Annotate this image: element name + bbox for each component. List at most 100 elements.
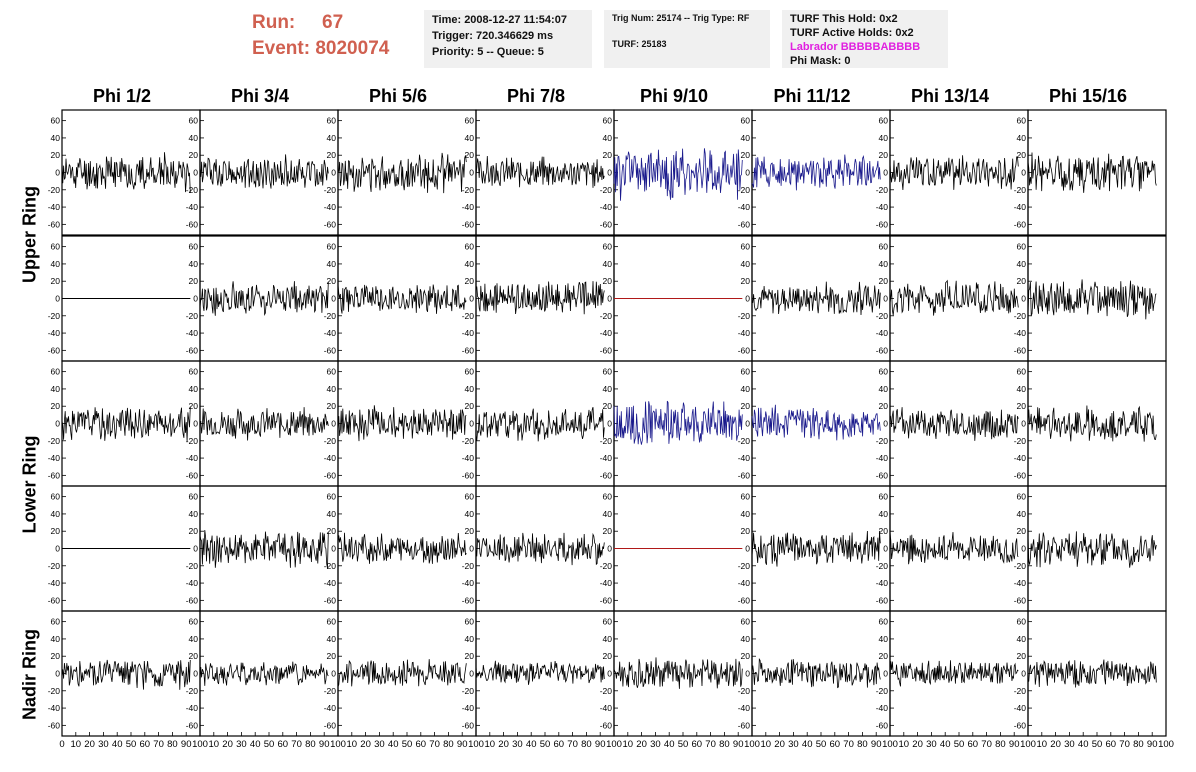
y-tick-label: 40 xyxy=(327,509,337,519)
y-tick-label: -20 xyxy=(462,185,475,195)
run-row: Run: 67 xyxy=(252,10,389,36)
x-tick-label: 10 xyxy=(899,739,910,750)
y-tick-label: 0 xyxy=(883,544,888,554)
y-tick-label: -40 xyxy=(876,202,889,212)
y-tick-label: 20 xyxy=(51,401,61,411)
y-tick-label: -20 xyxy=(876,185,889,195)
y-tick-label: -20 xyxy=(738,561,751,571)
y-tick-label: 0 xyxy=(193,669,198,679)
y-tick-label: -40 xyxy=(600,453,613,463)
y-tick-label: 40 xyxy=(465,259,475,269)
y-tick-label: -40 xyxy=(324,703,337,713)
y-tick-label: 0 xyxy=(1021,669,1026,679)
y-tick-label: 0 xyxy=(193,419,198,429)
waveform-trace xyxy=(199,281,329,316)
y-tick-label: -40 xyxy=(324,453,337,463)
y-tick-label: -40 xyxy=(1014,703,1027,713)
y-tick-label: 0 xyxy=(331,669,336,679)
y-tick-label: 40 xyxy=(51,133,61,143)
y-tick-label: -20 xyxy=(1014,185,1027,195)
y-tick-label: -20 xyxy=(186,686,199,696)
y-tick-label: -40 xyxy=(462,578,475,588)
x-tick-label: 70 xyxy=(981,739,992,750)
y-tick-label: 20 xyxy=(327,651,337,661)
trigger-info-box: Trig Num: 25174 -- Trig Type: RF TURF: 2… xyxy=(604,10,770,68)
column-header-phi-11-12: Phi 11/12 xyxy=(773,86,851,106)
y-tick-label: -20 xyxy=(324,311,337,321)
panel-frame xyxy=(889,610,1029,737)
y-tick-label: -60 xyxy=(48,720,61,730)
x-tick-label: 70 xyxy=(843,739,854,750)
x-tick-label: 80 xyxy=(857,739,868,750)
y-tick-label: 60 xyxy=(189,242,199,252)
y-tick-label: -40 xyxy=(738,202,751,212)
y-tick-label: 40 xyxy=(327,133,337,143)
y-tick-label: 40 xyxy=(327,259,337,269)
y-tick-label: 40 xyxy=(603,634,613,644)
y-tick-label: -20 xyxy=(462,311,475,321)
x-tick-label: 70 xyxy=(1119,739,1130,750)
y-tick-label: 40 xyxy=(465,509,475,519)
y-tick-label: -20 xyxy=(1014,686,1027,696)
y-tick-label: -60 xyxy=(186,720,199,730)
y-tick-label: 20 xyxy=(465,150,475,160)
y-tick-label: -20 xyxy=(1014,436,1027,446)
y-tick-label: 40 xyxy=(879,259,889,269)
y-tick-label: -60 xyxy=(462,720,475,730)
y-tick-label: 20 xyxy=(879,651,889,661)
y-tick-label: 60 xyxy=(879,242,889,252)
y-tick-label: 0 xyxy=(745,669,750,679)
y-tick-label: 40 xyxy=(1017,384,1027,394)
y-tick-label: 60 xyxy=(327,116,337,126)
y-tick-label: -40 xyxy=(876,578,889,588)
y-tick-label: 0 xyxy=(607,168,612,178)
y-tick-label: 20 xyxy=(741,401,751,411)
y-tick-label: 0 xyxy=(469,294,474,304)
x-tick-label: 80 xyxy=(719,739,730,750)
y-tick-label: -20 xyxy=(186,561,199,571)
y-tick-label: -20 xyxy=(1014,561,1027,571)
y-tick-label: 20 xyxy=(51,651,61,661)
waveform-trace xyxy=(475,281,605,315)
y-tick-label: 60 xyxy=(603,116,613,126)
y-tick-label: -60 xyxy=(1014,720,1027,730)
y-tick-label: -40 xyxy=(600,202,613,212)
y-tick-label: -40 xyxy=(462,453,475,463)
y-tick-label: 20 xyxy=(741,150,751,160)
y-tick-label: -20 xyxy=(324,561,337,571)
y-tick-label: -60 xyxy=(324,720,337,730)
waveform-trace xyxy=(337,152,467,194)
y-tick-label: -40 xyxy=(738,328,751,338)
y-tick-label: 0 xyxy=(607,294,612,304)
y-tick-label: -40 xyxy=(600,578,613,588)
y-tick-label: 60 xyxy=(603,492,613,502)
x-tick-label: 100 xyxy=(330,739,346,750)
x-tick-label: 60 xyxy=(554,739,565,750)
y-tick-label: 40 xyxy=(879,133,889,143)
y-tick-label: 0 xyxy=(607,669,612,679)
y-tick-label: 20 xyxy=(51,150,61,160)
y-tick-label: 0 xyxy=(745,544,750,554)
x-tick-label: 10 xyxy=(485,739,496,750)
waveform-trace xyxy=(199,407,329,441)
y-tick-label: 40 xyxy=(741,384,751,394)
y-tick-label: 60 xyxy=(603,242,613,252)
y-tick-label: 40 xyxy=(741,133,751,143)
turf-this-hold-text: TURF This Hold: 0x2 xyxy=(790,13,898,25)
turf-text: TURF: 25183 xyxy=(612,39,667,49)
y-tick-label: 60 xyxy=(327,367,337,377)
y-tick-label: -40 xyxy=(600,328,613,338)
y-tick-label: -40 xyxy=(186,453,199,463)
y-tick-label: -60 xyxy=(48,470,61,480)
y-tick-label: -20 xyxy=(48,311,61,321)
x-tick-label: 90 xyxy=(319,739,330,750)
waveform-trace xyxy=(751,154,881,191)
y-tick-label: -40 xyxy=(324,202,337,212)
y-tick-label: 0 xyxy=(1021,419,1026,429)
y-tick-label: -20 xyxy=(876,686,889,696)
x-tick-label: 40 xyxy=(664,739,675,750)
y-tick-label: 60 xyxy=(51,367,61,377)
y-tick-label: -40 xyxy=(1014,453,1027,463)
x-tick-label: 30 xyxy=(650,739,661,750)
x-tick-label: 80 xyxy=(167,739,178,750)
